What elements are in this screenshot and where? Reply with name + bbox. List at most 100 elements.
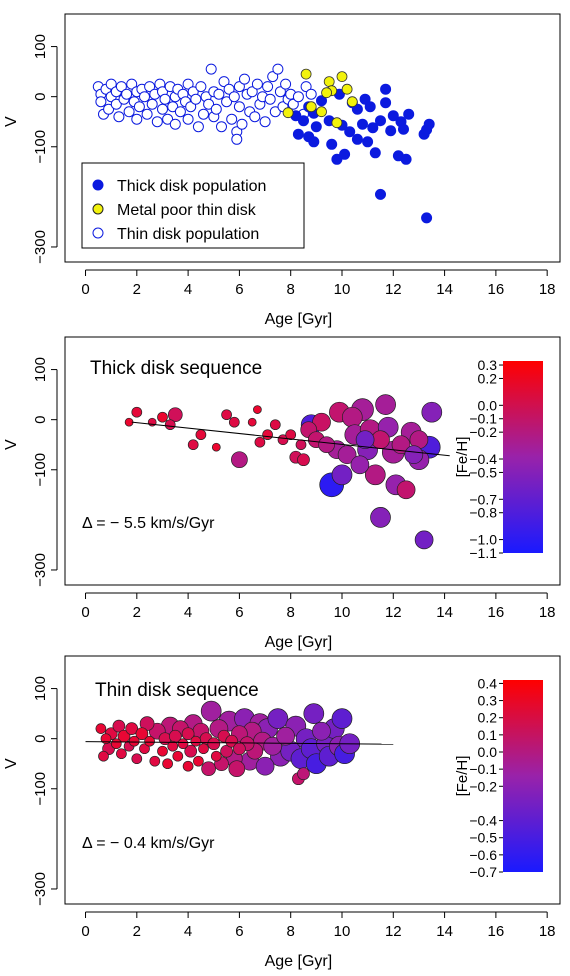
colorbar: 0.30.2 0.0−0.1−0.2 −0.4−0.5 −0.7−0.8 −1.0−1.… [454,357,543,561]
data-point [236,118,248,130]
y-tick-label: 100 [32,34,49,59]
legend-marker-thin [92,227,104,239]
colorbar-tick-label: −0.5 [469,830,497,846]
data-point [182,113,194,125]
data-point [182,78,194,90]
data-point [233,81,245,93]
data-point [167,407,183,423]
data-point [350,455,370,475]
data-point [231,133,243,145]
panel-top: Thick disk population Metal poor thin di… [3,13,561,328]
data-point [169,118,181,130]
colorbar: 0.4 0.30.20.10.0−0.1−0.2 −0.4−0.5−0.6−0.7 [… [454,675,543,880]
data-point [300,68,312,80]
data-point [110,738,122,750]
data-point [231,451,248,469]
colorbar-tick-label: −0.4 [469,813,497,829]
x-tick-label: 2 [133,281,141,298]
y-tick-label: −300 [32,230,49,264]
x-axis-label: Age [Gyr] [265,311,333,328]
data-point [141,108,153,120]
data-point [298,115,309,127]
data-point [105,78,117,90]
data-point [263,736,283,756]
data-point [121,88,133,100]
data-point [403,108,415,120]
data-point [216,121,227,133]
data-point [375,394,396,415]
data-point [246,86,258,98]
data-point [167,740,179,752]
data-point [116,748,127,760]
data-point [367,122,379,134]
x-tick-label: 6 [235,281,243,298]
data-point [146,98,158,110]
data-point [387,110,399,122]
data-point [115,81,127,93]
data-point [157,745,168,757]
data-point [267,71,279,83]
legend-marker-metal-poor [92,203,104,215]
data-point [255,756,275,776]
x-tick-label: 2 [133,923,141,940]
data-point [131,753,143,765]
legend-label-thin: Thin disk population [117,226,259,243]
slope-annotation: Δ = − 0.4 km/s/Gyr [82,835,215,852]
data-point [144,81,156,93]
data-point [277,434,289,446]
data-point [380,83,392,95]
data-point [198,743,209,755]
colorbar-label: [Fe/H] [454,756,471,797]
x-tick-label: 8 [287,923,295,940]
data-point [151,116,163,128]
y-tick-label: −100 [32,772,49,806]
data-point [95,96,107,108]
data-point [198,108,209,120]
data-point [351,133,363,145]
x-tick-label: 10 [334,281,351,298]
panel-title: Thick disk sequence [90,358,262,379]
data-point [331,153,343,165]
data-point [305,101,317,113]
data-point [272,63,284,75]
data-point [355,430,375,450]
slope-annotation: Δ = − 5.5 km/s/Gyr [82,515,215,532]
legend-marker-thick [92,179,104,191]
x-tick-label: 10 [334,923,351,940]
x-tick-label: 0 [81,604,89,621]
data-point [303,703,325,724]
data-point [157,103,168,115]
colorbar-tick-label: −0.1 [469,411,497,427]
data-point [195,81,207,93]
data-point [218,76,230,88]
x-tick-label: 2 [133,604,141,621]
data-point [276,726,295,746]
data-point [98,750,109,762]
x-tick-label: 0 [81,281,89,298]
x-tick-label: 4 [184,281,192,298]
colorbar-tick-label: −0.1 [469,761,497,777]
colorbar-tick-label: 0.2 [478,370,498,386]
data-point [282,107,294,119]
data-point [295,439,307,451]
data-point [331,117,343,129]
data-point [135,727,149,741]
data-point [336,71,348,82]
data-point [339,148,351,160]
data-point [385,125,397,137]
data-point [297,453,310,467]
data-point [359,93,371,105]
panel-thin: Thin disk sequence Δ = − 0.4 km/s/Gyr 0.… [3,655,561,970]
fit-line [131,421,450,457]
plot-frame [64,13,561,263]
data-point [203,98,215,110]
data-point [369,147,381,159]
data-point [364,464,386,486]
data-point [190,735,202,747]
x-tick-label: 16 [488,281,505,298]
data-point [269,419,281,431]
x-tick-label: 8 [287,604,295,621]
colorbar-tick-label: 0.3 [478,693,498,709]
x-tick-label: 6 [235,923,243,940]
